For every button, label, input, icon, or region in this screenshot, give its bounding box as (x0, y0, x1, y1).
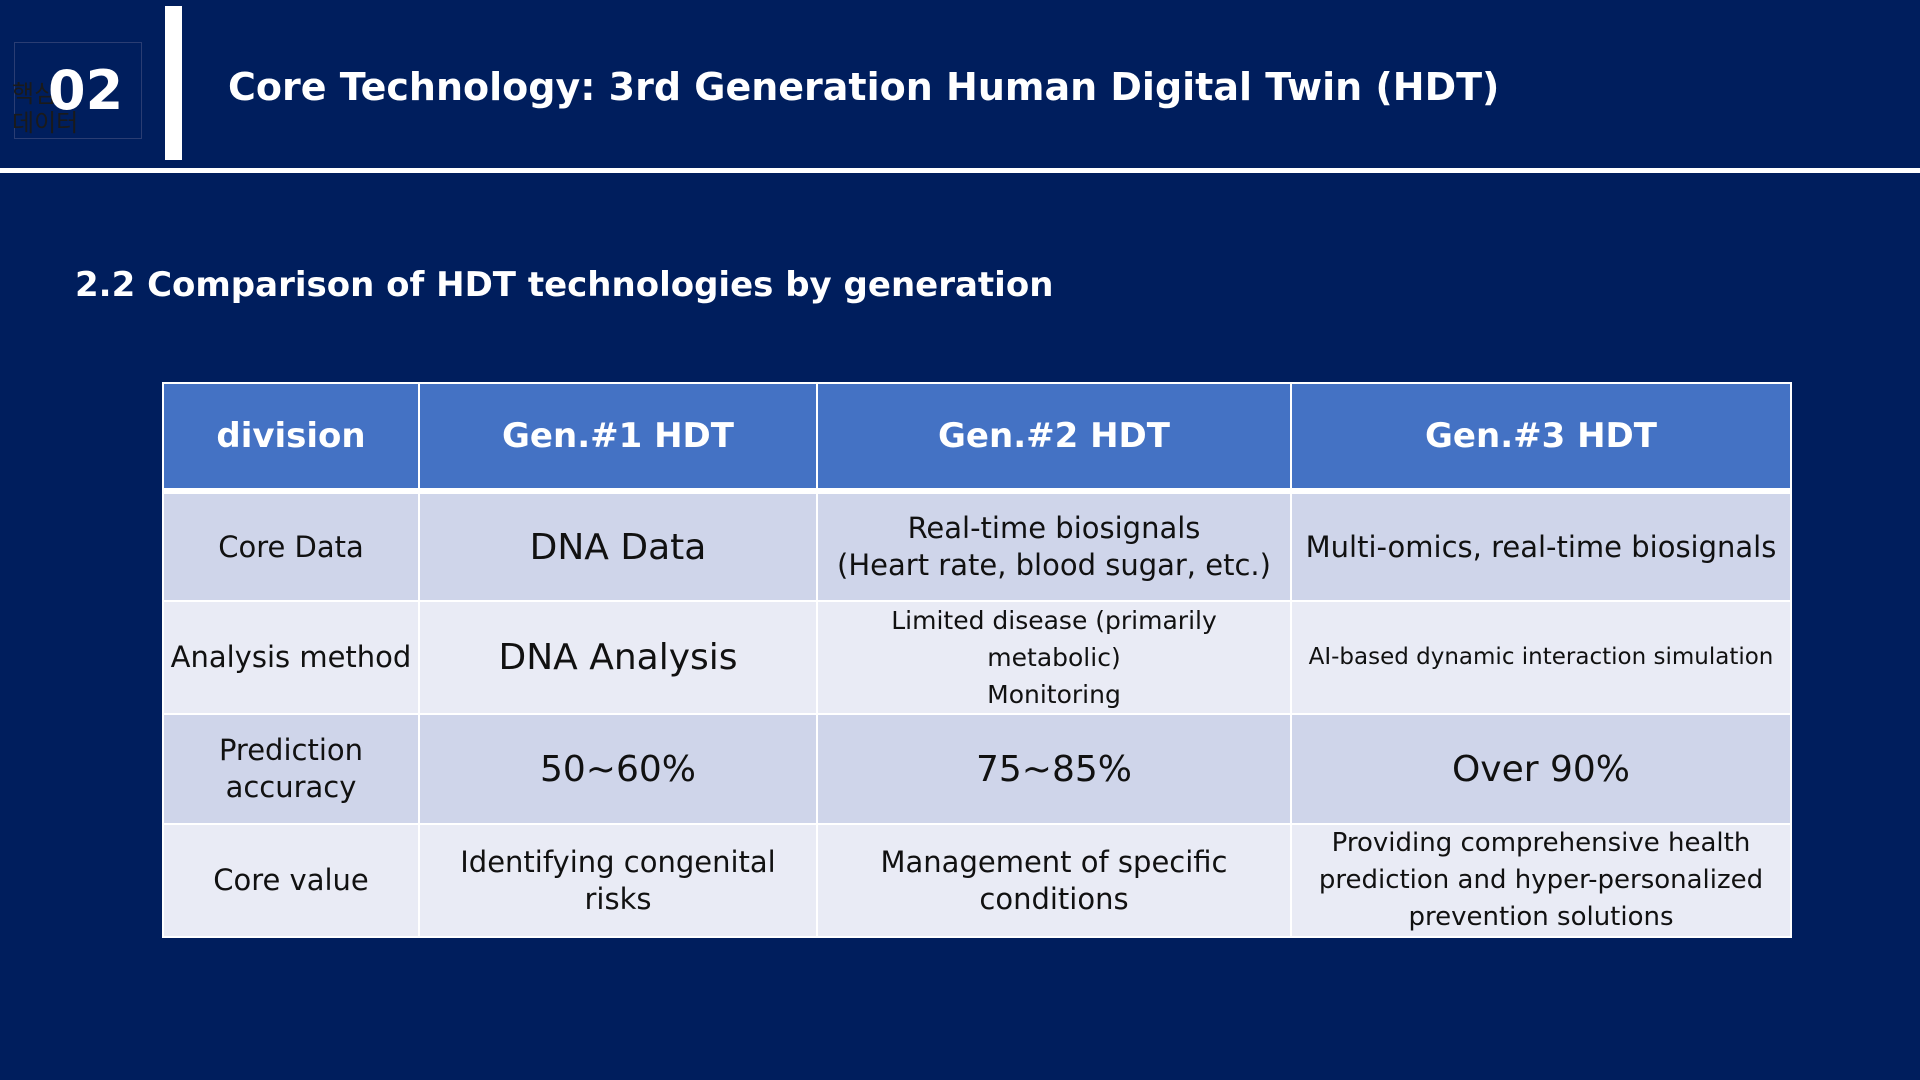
section-subtitle: 2.2 Comparison of HDT technologies by ge… (75, 265, 1054, 305)
column-header-gen1: Gen.#1 HDT (418, 382, 818, 494)
table-cell: Multi-omics, real-time biosignals (1290, 490, 1792, 602)
section-number-box (14, 42, 142, 139)
column-header-gen3: Gen.#3 HDT (1290, 382, 1792, 494)
comparison-table: division Gen.#1 HDT Gen.#2 HDT Gen.#3 HD… (162, 382, 1792, 938)
page-title: Core Technology: 3rd Generation Human Di… (228, 65, 1500, 109)
table-row: Core value Identifying congenital risks … (162, 823, 1792, 938)
table-cell: Limited disease (primarily metabolic) Mo… (816, 600, 1292, 715)
section-number: 02 (48, 59, 124, 122)
table-cell: DNA Data (418, 490, 818, 602)
table-row: Analysis method DNA Analysis Limited dis… (162, 600, 1792, 715)
table-cell: 50~60% (418, 713, 818, 825)
table-row: Core Data DNA Data Real-time biosignals … (162, 490, 1792, 602)
header-divider-bar (165, 6, 182, 160)
column-header-gen2: Gen.#2 HDT (816, 382, 1292, 494)
table-cell: Management of specific conditions (816, 823, 1292, 938)
column-header-division: division (162, 382, 420, 494)
section-korean-label: 핵심 데이터 (12, 80, 79, 137)
row-label-prediction-accuracy: Prediction accuracy (162, 713, 420, 825)
table-cell: 75~85% (816, 713, 1292, 825)
table-cell: AI-based dynamic interaction simulation (1290, 600, 1792, 715)
table-cell: Providing comprehensive health predictio… (1290, 823, 1792, 938)
table-cell: Identifying congenital risks (418, 823, 818, 938)
table-cell: DNA Analysis (418, 600, 818, 715)
row-label-core-data: Core Data (162, 490, 420, 602)
table-row: Prediction accuracy 50~60% 75~85% Over 9… (162, 713, 1792, 825)
row-label-analysis-method: Analysis method (162, 600, 420, 715)
table-cell: Real-time biosignals (Heart rate, blood … (816, 490, 1292, 602)
header-rule (0, 168, 1920, 173)
table-cell: Over 90% (1290, 713, 1792, 825)
row-label-core-value: Core value (162, 823, 420, 938)
table-header-row: division Gen.#1 HDT Gen.#2 HDT Gen.#3 HD… (162, 382, 1792, 494)
